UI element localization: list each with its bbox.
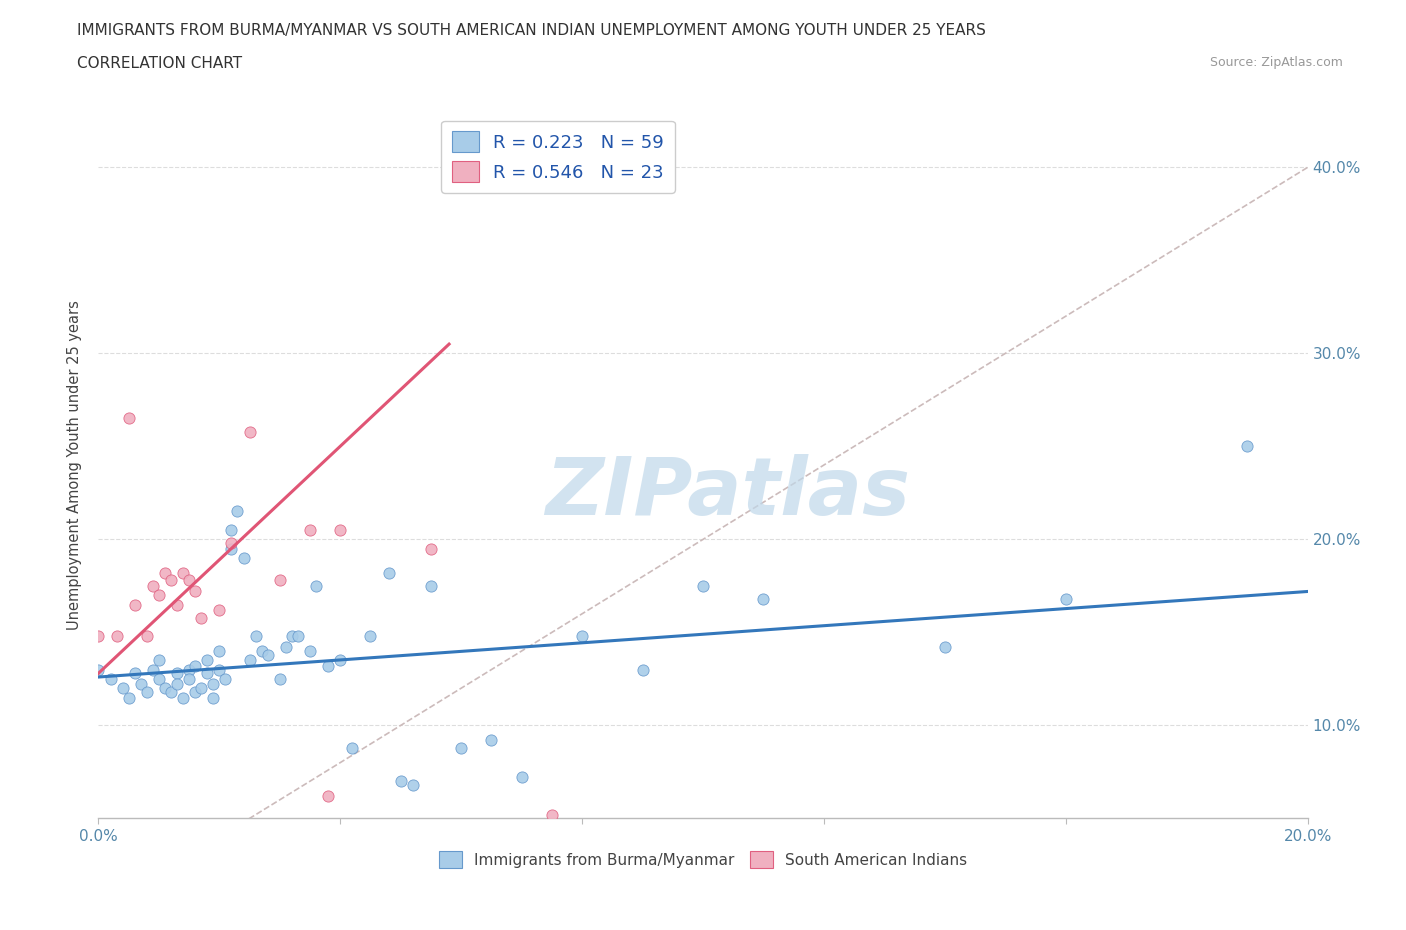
Point [510,770,533,785]
Point [135,684,157,699]
Point [269,671,291,686]
Point [360,629,382,644]
Point [135,629,157,644]
Point [1236,439,1258,454]
Point [214,671,236,686]
Point [124,666,146,681]
Point [221,536,243,551]
Text: Source: ZipAtlas.com: Source: ZipAtlas.com [1209,56,1343,69]
Point [208,644,231,658]
Point [299,644,322,658]
Point [148,671,170,686]
Point [142,662,165,677]
Point [540,807,562,822]
Point [208,662,231,677]
Text: CORRELATION CHART: CORRELATION CHART [77,56,242,71]
Point [153,565,176,580]
Point [287,629,309,644]
Y-axis label: Unemployment Among Youth under 25 years: Unemployment Among Youth under 25 years [67,300,83,630]
Legend: Immigrants from Burma/Myanmar, South American Indians: Immigrants from Burma/Myanmar, South Ame… [433,844,973,874]
Point [250,644,273,658]
Point [481,733,503,748]
Point [239,424,262,439]
Point [245,629,267,644]
Point [184,658,207,673]
Point [389,774,412,789]
Point [111,681,134,696]
Point [226,504,249,519]
Point [934,640,956,655]
Point [208,603,231,618]
Point [118,690,141,705]
Point [631,662,654,677]
Point [329,523,352,538]
Point [256,647,278,662]
Point [221,541,243,556]
Point [195,653,218,668]
Point [184,584,207,599]
Point [316,658,339,673]
Point [129,677,152,692]
Point [148,588,170,603]
Point [571,629,593,644]
Point [195,666,218,681]
Point [316,789,339,804]
Point [420,578,443,593]
Point [166,677,188,692]
Point [692,578,714,593]
Point [342,740,364,755]
Point [420,541,443,556]
Point [402,777,425,792]
Point [160,684,183,699]
Point [450,740,472,755]
Point [87,662,110,677]
Point [172,690,194,705]
Point [142,578,165,593]
Text: ZIPatlas: ZIPatlas [544,454,910,532]
Point [166,666,188,681]
Point [87,629,110,644]
Point [172,565,194,580]
Point [329,653,352,668]
Point [160,573,183,588]
Point [232,551,254,565]
Point [221,523,243,538]
Point [269,573,291,588]
Point [179,671,201,686]
Point [299,523,322,538]
Point [190,610,212,625]
Point [202,690,225,705]
Point [1054,591,1077,606]
Point [166,597,188,612]
Point [124,597,146,612]
Point [118,411,141,426]
Point [281,629,304,644]
Point [179,573,201,588]
Point [752,591,775,606]
Point [377,565,399,580]
Point [202,677,225,692]
Point [105,629,128,644]
Point [153,681,176,696]
Text: IMMIGRANTS FROM BURMA/MYANMAR VS SOUTH AMERICAN INDIAN UNEMPLOYMENT AMONG YOUTH : IMMIGRANTS FROM BURMA/MYANMAR VS SOUTH A… [77,23,986,38]
Point [148,653,170,668]
Point [184,684,207,699]
Point [179,662,201,677]
Point [239,653,262,668]
Point [100,671,122,686]
Point [190,681,212,696]
Point [274,640,297,655]
Point [305,578,328,593]
